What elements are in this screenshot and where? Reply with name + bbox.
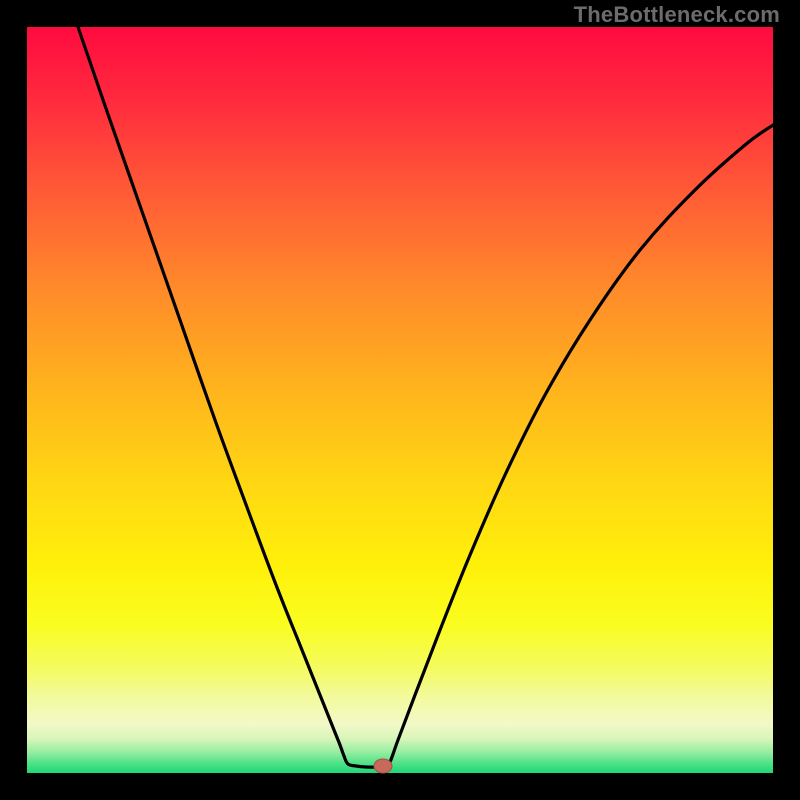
chart-container: { "attribution": { "text": "TheBottlenec… xyxy=(0,0,800,800)
bottleneck-chart xyxy=(0,0,800,800)
plot-gradient-area xyxy=(27,27,773,773)
optimal-point-marker xyxy=(374,759,392,773)
attribution-watermark: TheBottleneck.com xyxy=(574,2,780,28)
